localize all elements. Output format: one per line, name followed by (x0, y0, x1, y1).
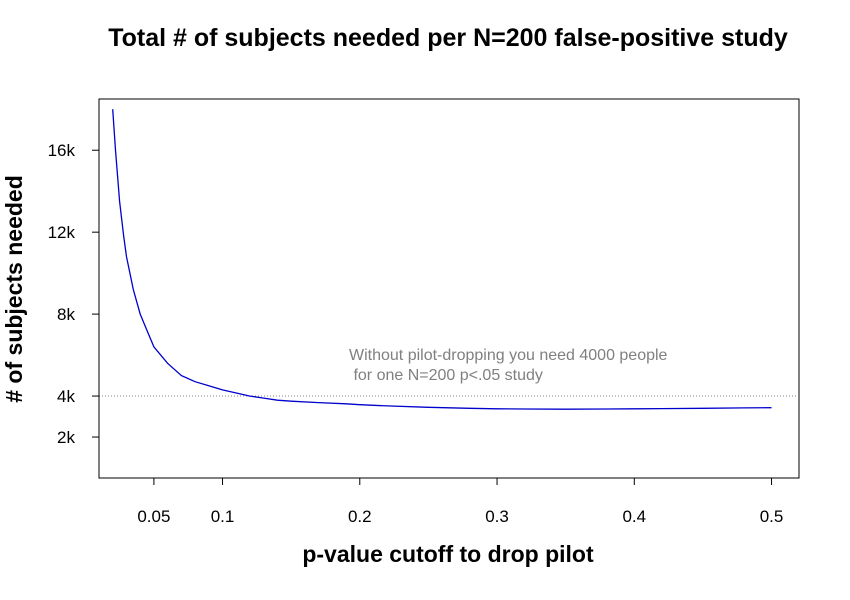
y-tick-label-0: 2k (57, 428, 75, 447)
x-tick-label-4: 0.4 (622, 507, 646, 526)
y-axis: 2k 4k 8k 12k 16k (48, 141, 100, 447)
x-tick-label-3: 0.3 (485, 507, 509, 526)
plot-frame (98, 98, 800, 479)
annotation-line-2: for one N=200 p<.05 study (349, 367, 543, 384)
annotation-line-1: Without pilot-dropping you need 4000 peo… (349, 347, 668, 364)
y-axis-label: # of subjects needed (1, 175, 27, 403)
x-tick-label-2: 0.2 (348, 507, 372, 526)
x-axis-label: p-value cutoff to drop pilot (302, 541, 594, 567)
x-tick-label-0: 0.05 (137, 507, 170, 526)
y-tick-label-1: 4k (57, 387, 75, 406)
x-tick-label-5: 0.5 (760, 507, 784, 526)
plot-area: Without pilot-dropping you need 4000 peo… (98, 98, 800, 479)
chart-title: Total # of subjects needed per N=200 fal… (108, 24, 788, 52)
y-tick-label-3: 12k (48, 223, 76, 242)
x-tick-label-1: 0.1 (211, 507, 235, 526)
x-axis: 0.05 0.1 0.2 0.3 0.4 0.5 (137, 477, 784, 526)
y-tick-label-4: 16k (48, 141, 76, 160)
series-line (112, 109, 772, 410)
y-tick-label-2: 8k (57, 305, 75, 324)
